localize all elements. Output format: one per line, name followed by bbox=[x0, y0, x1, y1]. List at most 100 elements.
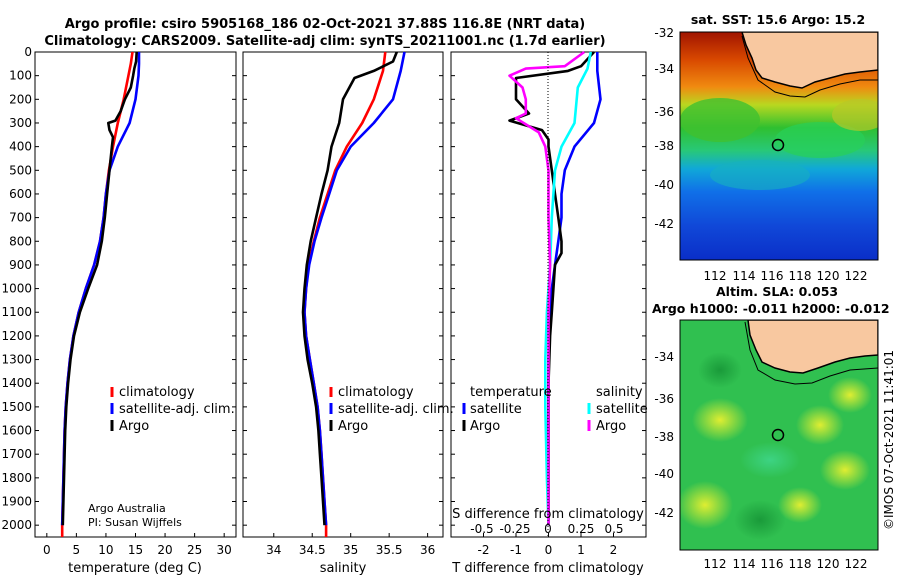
y-tick-label: 1900 bbox=[1, 495, 32, 509]
s-tick-label: 0 bbox=[544, 522, 552, 536]
x-tick-label: 34 bbox=[266, 543, 281, 557]
legend-s-satellite-label: satellite bbox=[596, 402, 648, 417]
x-tick-label: 35 bbox=[343, 543, 358, 557]
axis-ticks: 0 5 10 15 20 25 300100200300400500600700800900… bbox=[1, 45, 646, 557]
x-tick-label: 5 bbox=[73, 543, 81, 557]
legend-argo-label: Argo bbox=[338, 419, 368, 434]
legend-s-argo-label: Argo bbox=[596, 419, 626, 434]
legend-title-salinity: salinity bbox=[596, 385, 643, 400]
x-tick-label: 1 bbox=[577, 543, 585, 557]
y-tick-label: 1000 bbox=[1, 282, 32, 296]
sla-xtick: 122 bbox=[845, 557, 868, 571]
y-tick-label: 1700 bbox=[1, 447, 32, 461]
x-tick-label: 20 bbox=[157, 543, 172, 557]
sst-map bbox=[680, 32, 878, 260]
salinity-xlabel: salinity bbox=[320, 561, 367, 576]
sst-ytick: -34 bbox=[654, 62, 674, 76]
sla-ytick-labels: -34 -36 -38 -40 -42 bbox=[654, 350, 674, 520]
y-tick-label: 400 bbox=[9, 140, 32, 154]
sla-anomaly bbox=[692, 398, 748, 442]
sst-map-frame bbox=[679, 31, 879, 261]
series-line-argo bbox=[61, 51, 138, 526]
difference-legend: temperature salinity satellite Argo sate… bbox=[462, 385, 648, 434]
s-tick-label: -0.25 bbox=[499, 522, 530, 536]
x-tick-label: -1 bbox=[510, 543, 522, 557]
y-tick-label: 2000 bbox=[1, 518, 32, 532]
sst-patch bbox=[710, 160, 810, 190]
series-line-climatology bbox=[60, 51, 134, 537]
sla-ytick: -38 bbox=[654, 430, 674, 444]
y-tick-label: 1300 bbox=[1, 353, 32, 367]
temperature-legend: climatology satellite-adj. clim. Argo bbox=[110, 385, 235, 434]
series-line-t-argo bbox=[508, 51, 595, 526]
s-tick-label: 0.5 bbox=[604, 522, 623, 536]
sst-ytick: -36 bbox=[654, 105, 674, 119]
legend-t-argo-label: Argo bbox=[470, 419, 500, 434]
y-tick-label: 1500 bbox=[1, 400, 32, 414]
sst-patch bbox=[680, 98, 760, 142]
y-tick-label: 600 bbox=[9, 187, 32, 201]
copyright-stamp: ©IMOS 07-Oct-2021 11:41:01 bbox=[882, 350, 896, 530]
temperature-xlabel: temperature (deg C) bbox=[68, 561, 202, 576]
sst-patch bbox=[775, 122, 865, 158]
sla-ytick: -36 bbox=[654, 392, 674, 406]
s-tick-label: -0.5 bbox=[470, 522, 493, 536]
sst-ytick: -38 bbox=[654, 139, 674, 153]
series-line-s-satellite bbox=[544, 51, 593, 526]
legend-title-temperature: temperature bbox=[470, 385, 552, 400]
sst-xtick: 122 bbox=[845, 269, 868, 283]
land-australia bbox=[741, 32, 878, 89]
y-tick-label: 1800 bbox=[1, 471, 32, 485]
sst-ytick: -32 bbox=[654, 26, 674, 40]
argo-position-marker bbox=[771, 428, 785, 442]
profile-lines bbox=[60, 50, 602, 537]
credit-line1: Argo Australia bbox=[88, 502, 166, 515]
series-line-satellite-adj-clim- bbox=[303, 51, 406, 526]
legend-t-satellite-label: satellite bbox=[470, 402, 522, 417]
sla-xtick: 120 bbox=[817, 557, 840, 571]
sla-anomaly bbox=[820, 450, 870, 490]
figure-title-line1: Argo profile: csiro 5905168_186 02-Oct-2… bbox=[65, 17, 586, 32]
sla-map-title-line2: Argo h1000: -0.011 h2000: -0.012 bbox=[652, 301, 890, 316]
sla-map-frame bbox=[679, 319, 879, 551]
sla-xtick: 116 bbox=[761, 557, 784, 571]
legend-argo-label: Argo bbox=[119, 419, 149, 434]
y-tick-label: 1400 bbox=[1, 376, 32, 390]
legend-satellite-label: satellite-adj. clim. bbox=[338, 402, 454, 417]
sla-xtick: 118 bbox=[789, 557, 812, 571]
sla-anomaly bbox=[680, 481, 733, 529]
sst-map-title: sat. SST: 15.6 Argo: 15.2 bbox=[691, 12, 865, 27]
argo-position-marker bbox=[771, 138, 785, 152]
sla-map-title-line1: Altim. SLA: 0.053 bbox=[716, 284, 838, 299]
sst-xtick: 118 bbox=[789, 269, 812, 283]
x-tick-label: 30 bbox=[217, 543, 232, 557]
salinity-panel-frame bbox=[242, 51, 444, 538]
depth-contour bbox=[744, 321, 878, 385]
sst-xtick: 116 bbox=[761, 269, 784, 283]
sst-ytick: -40 bbox=[654, 178, 674, 192]
land-australia bbox=[747, 320, 878, 374]
y-tick-label: 1100 bbox=[1, 305, 32, 319]
s-difference-xlabel: S difference from climatology bbox=[452, 507, 644, 522]
sla-anomaly bbox=[734, 500, 786, 540]
sla-ytick: -34 bbox=[654, 350, 674, 364]
sla-anomaly bbox=[796, 405, 844, 445]
y-tick-label: 100 bbox=[9, 69, 32, 83]
series-line-t-satellite bbox=[547, 52, 602, 526]
x-tick-label: 0 bbox=[43, 543, 51, 557]
x-tick-label: 36 bbox=[420, 543, 435, 557]
x-tick-label: 35.5 bbox=[376, 543, 403, 557]
sst-xtick: 112 bbox=[704, 269, 727, 283]
y-tick-label: 200 bbox=[9, 92, 32, 106]
y-tick-label: 900 bbox=[9, 258, 32, 272]
series-line-argo bbox=[301, 51, 399, 526]
series-line-satellite-adj-clim- bbox=[60, 52, 141, 526]
y-tick-label: 1200 bbox=[1, 329, 32, 343]
sla-anomaly bbox=[740, 442, 800, 478]
legend-climatology-label: climatology bbox=[338, 385, 414, 400]
y-tick-label: 500 bbox=[9, 163, 32, 177]
x-tick-label: 0 bbox=[545, 543, 553, 557]
sst-ytick-labels: -32 -34 -36 -38 -40 -42 bbox=[654, 26, 674, 231]
figure-title-line2: Climatology: CARS2009. Satellite-adj cli… bbox=[44, 34, 605, 49]
y-tick-label: 800 bbox=[9, 234, 32, 248]
